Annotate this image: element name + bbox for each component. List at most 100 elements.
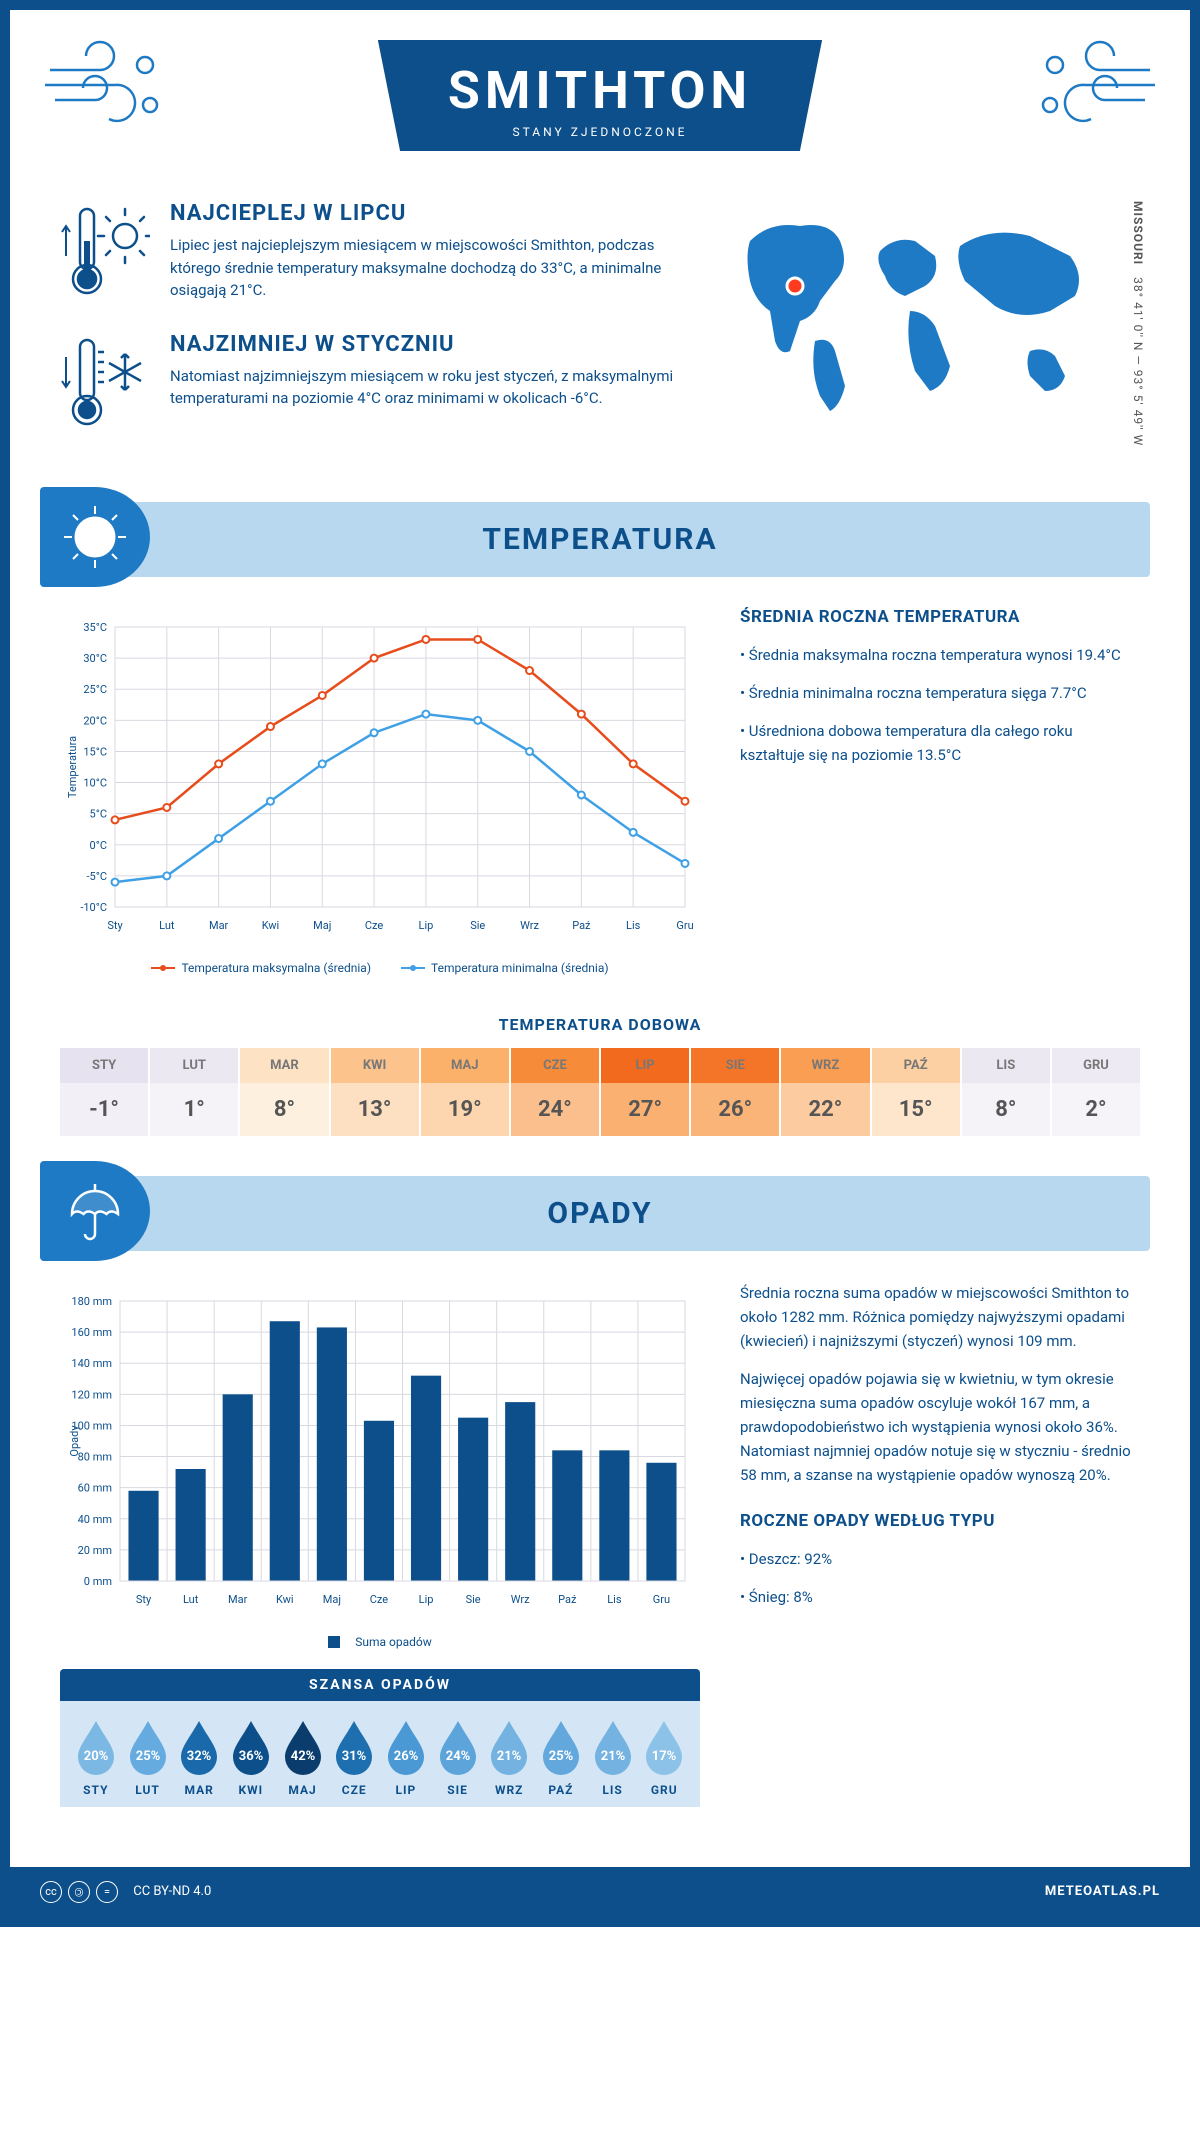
chance-drop: 25% PAŹ (535, 1717, 587, 1797)
daily-temp-title: TEMPERATURA DOBOWA (10, 1015, 1190, 1034)
svg-text:Gru: Gru (653, 1593, 670, 1606)
legend-sum: Suma opadów (355, 1635, 432, 1649)
infographic-frame: SMITHTON STANY ZJEDNOCZONE NAJCIEPLEJ W … (0, 0, 1200, 1927)
svg-text:Paź: Paź (558, 1593, 577, 1606)
daily-temp-col: SIE 26° (691, 1048, 781, 1136)
title-banner: SMITHTON STANY ZJEDNOCZONE (378, 40, 822, 151)
svg-text:Temperatura: Temperatura (66, 735, 79, 797)
location-marker (787, 278, 803, 294)
svg-text:Lis: Lis (626, 919, 641, 932)
svg-text:Lut: Lut (159, 919, 175, 932)
daily-temp-col: LIS 8° (962, 1048, 1052, 1136)
precip-p1: Średnia roczna suma opadów w miejscowośc… (740, 1281, 1140, 1353)
svg-text:21%: 21% (600, 1749, 625, 1764)
svg-text:20%: 20% (84, 1749, 109, 1764)
svg-text:32%: 32% (187, 1749, 212, 1764)
chance-drop: 42% MAJ (277, 1717, 329, 1797)
svg-text:Mar: Mar (209, 919, 229, 932)
svg-text:-10°C: -10°C (80, 901, 107, 914)
daily-temp-col: LIP 27° (601, 1048, 691, 1136)
svg-text:Cze: Cze (365, 919, 384, 932)
header: SMITHTON STANY ZJEDNOCZONE (10, 10, 1190, 171)
svg-text:Maj: Maj (313, 919, 331, 932)
wind-icon-right (1020, 40, 1160, 130)
coldest-body: Natomiast najzimniejszym miesiącem w rok… (170, 365, 680, 410)
temperature-line-chart: -10°C-5°C0°C5°C10°C15°C20°C25°C30°C35°CS… (60, 607, 700, 947)
by-icon: 🄯 (68, 1881, 90, 1903)
daily-temp-col: MAJ 19° (421, 1048, 511, 1136)
coldest-fact: NAJZIMNIEJ W STYCZNIU Natomiast najzimni… (60, 332, 680, 432)
wind-icon-left (40, 40, 180, 130)
umbrella-icon (40, 1161, 150, 1261)
svg-text:Lut: Lut (183, 1593, 199, 1606)
svg-text:Paź: Paź (572, 919, 591, 932)
svg-text:5°C: 5°C (90, 807, 107, 820)
svg-text:26%: 26% (394, 1749, 419, 1764)
svg-text:80 mm: 80 mm (78, 1450, 112, 1463)
daily-temp-col: WRZ 22° (781, 1048, 871, 1136)
svg-text:31%: 31% (342, 1749, 367, 1764)
chance-drop: 24% SIE (432, 1717, 484, 1797)
precip-snow: • Śnieg: 8% (740, 1585, 1140, 1609)
svg-text:25%: 25% (135, 1749, 160, 1764)
city-title: SMITHTON (448, 60, 752, 121)
chance-drop: 32% MAR (173, 1717, 225, 1797)
precipitation-legend: Suma opadów (60, 1635, 700, 1649)
svg-text:21%: 21% (497, 1749, 522, 1764)
svg-text:30°C: 30°C (83, 652, 107, 665)
chance-drop: 21% WRZ (483, 1717, 535, 1797)
svg-text:24%: 24% (445, 1749, 470, 1764)
thermometer-hot-icon (60, 201, 150, 301)
precipitation-bar-chart: 0 mm20 mm40 mm60 mm80 mm100 mm120 mm140 … (60, 1281, 700, 1621)
svg-text:120 mm: 120 mm (71, 1388, 112, 1401)
svg-text:Lip: Lip (419, 1593, 434, 1606)
country-subtitle: STANY ZJEDNOCZONE (448, 125, 752, 139)
warmest-title: NAJCIEPLEJ W LIPCU (170, 201, 680, 226)
license-text: CC BY-ND 4.0 (133, 1884, 211, 1899)
svg-text:Sty: Sty (136, 1593, 152, 1606)
svg-text:180 mm: 180 mm (71, 1295, 112, 1308)
svg-text:25%: 25% (549, 1749, 574, 1764)
daily-temp-col: STY -1° (60, 1048, 150, 1136)
chance-drop: 31% CZE (328, 1717, 380, 1797)
state-label: MISSOURI (1131, 201, 1145, 265)
world-map (720, 201, 1100, 421)
svg-text:Maj: Maj (323, 1593, 341, 1606)
thermometer-cold-icon (60, 332, 150, 432)
svg-text:Sty: Sty (107, 919, 123, 932)
svg-text:25°C: 25°C (83, 683, 107, 696)
temperature-heading: TEMPERATURA (50, 522, 1150, 557)
svg-text:10°C: 10°C (83, 776, 107, 789)
temperature-legend: Temperatura maksymalna (średnia) Tempera… (60, 961, 700, 975)
legend-max: Temperatura maksymalna (średnia) (181, 961, 371, 975)
svg-text:Gru: Gru (676, 919, 693, 932)
coldest-title: NAJZIMNIEJ W STYCZNIU (170, 332, 680, 357)
avg-temp-bullet-0: • Średnia maksymalna roczna temperatura … (740, 643, 1140, 667)
svg-text:Sie: Sie (466, 1593, 481, 1606)
chance-drop: 20% STY (70, 1717, 122, 1797)
svg-text:20°C: 20°C (83, 714, 107, 727)
daily-temp-col: LUT 1° (150, 1048, 240, 1136)
svg-text:Opady: Opady (68, 1424, 81, 1456)
svg-text:140 mm: 140 mm (71, 1357, 112, 1370)
svg-text:Lis: Lis (607, 1593, 622, 1606)
svg-text:Kwi: Kwi (262, 919, 280, 932)
chance-drop: 17% GRU (638, 1717, 690, 1797)
precip-type-title: ROCZNE OPADY WEDŁUG TYPU (740, 1511, 1140, 1531)
daily-temp-col: CZE 24° (511, 1048, 601, 1136)
svg-text:Kwi: Kwi (276, 1593, 294, 1606)
svg-text:36%: 36% (239, 1749, 264, 1764)
avg-temp-bullet-2: • Uśredniona dobowa temperatura dla całe… (740, 719, 1140, 767)
cc-icon: cc (40, 1881, 62, 1903)
svg-text:160 mm: 160 mm (71, 1326, 112, 1339)
footer: cc 🄯 = CC BY-ND 4.0 METEOATLAS.PL (10, 1867, 1190, 1917)
chance-title: SZANSA OPADÓW (60, 1669, 700, 1701)
precipitation-heading: OPADY (50, 1196, 1150, 1231)
svg-text:-5°C: -5°C (87, 869, 108, 882)
chance-drop: 36% KWI (225, 1717, 277, 1797)
svg-text:Cze: Cze (370, 1593, 389, 1606)
avg-temp-title: ŚREDNIA ROCZNA TEMPERATURA (740, 607, 1140, 627)
nd-icon: = (96, 1881, 118, 1903)
svg-text:Wrz: Wrz (520, 919, 539, 932)
daily-temp-col: PAŹ 15° (872, 1048, 962, 1136)
